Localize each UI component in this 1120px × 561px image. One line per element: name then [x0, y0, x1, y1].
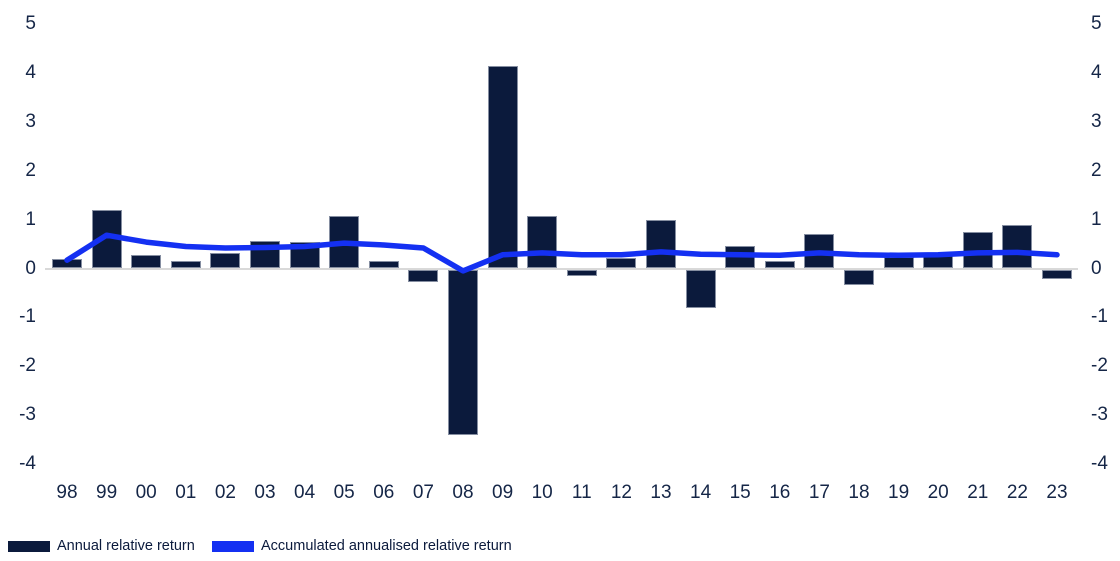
x-tick-19: 19	[888, 482, 910, 503]
bar-20	[923, 254, 954, 268]
legend-swatch-accumulated-icon	[212, 540, 254, 552]
bar-03	[250, 241, 280, 268]
x-tick-21: 21	[967, 482, 989, 503]
x-tick-99: 99	[96, 482, 118, 503]
x-tick-11: 11	[571, 482, 592, 503]
bar-04	[289, 241, 320, 268]
y-tick-right-2: 2	[1091, 159, 1102, 181]
x-tick-03: 03	[254, 482, 276, 503]
legend-label-accumulated: Accumulated annualised relative return	[261, 538, 512, 554]
x-tick-09: 09	[492, 482, 514, 503]
bar-99	[91, 209, 122, 268]
bar-15	[725, 245, 756, 268]
y-tick-right--2: -2	[1091, 355, 1108, 377]
x-tick-12: 12	[610, 482, 632, 503]
bar-19	[883, 256, 914, 268]
y-tick-left-1: 1	[25, 208, 36, 230]
y-tick-right-1: 1	[1091, 208, 1102, 230]
y-tick-right--3: -3	[1091, 404, 1108, 426]
x-tick-00: 00	[135, 482, 157, 503]
x-tick-01: 01	[175, 482, 197, 503]
bar-01	[170, 260, 201, 268]
y-tick-right-3: 3	[1091, 110, 1102, 132]
y-tick-right--4: -4	[1091, 453, 1108, 475]
legend-item-annual-relative-return: Annual relative return	[8, 539, 195, 553]
bar-09	[487, 66, 518, 268]
y-tick-right--1: -1	[1091, 306, 1108, 328]
bar-16	[764, 260, 795, 268]
x-tick-18: 18	[848, 482, 870, 503]
bar-10	[527, 216, 558, 268]
y-tick-left--2: -2	[19, 355, 36, 377]
legend-swatch-annual-icon	[8, 540, 50, 552]
y-tick-left-5: 5	[25, 13, 36, 34]
x-tick-08: 08	[452, 482, 474, 503]
legend-label-annual: Annual relative return	[57, 538, 195, 554]
y-tick-right-5: 5	[1091, 13, 1102, 34]
bar-06	[368, 261, 399, 268]
y-tick-left-2: 2	[25, 159, 36, 181]
x-tick-23: 23	[1046, 482, 1068, 503]
y-tick-left--1: -1	[19, 306, 36, 328]
y-tick-left--3: -3	[19, 404, 36, 426]
bar-17	[804, 233, 835, 268]
x-tick-04: 04	[294, 482, 316, 503]
bar-02	[210, 253, 241, 268]
x-tick-15: 15	[729, 482, 751, 503]
bar-22	[1002, 224, 1033, 268]
bar-98	[52, 259, 82, 268]
x-tick-17: 17	[808, 482, 830, 503]
bar-08	[448, 270, 478, 435]
bar-23	[1042, 270, 1072, 279]
x-tick-02: 02	[214, 482, 236, 503]
bar-05	[329, 216, 360, 268]
bar-13	[646, 219, 676, 268]
bar-18	[844, 270, 874, 285]
bar-21	[962, 231, 993, 268]
x-tick-20: 20	[927, 482, 949, 503]
x-tick-13: 13	[650, 482, 672, 503]
bar-14	[685, 270, 716, 308]
x-tick-98: 98	[56, 482, 78, 503]
x-tick-06: 06	[373, 482, 395, 503]
x-tick-10: 10	[531, 482, 553, 503]
x-tick-16: 16	[769, 482, 791, 503]
y-tick-right-0: 0	[1091, 257, 1102, 279]
x-tick-22: 22	[1006, 482, 1028, 503]
bar-12	[606, 257, 637, 268]
bar-07	[408, 270, 439, 282]
x-tick-14: 14	[690, 482, 712, 503]
y-tick-left-4: 4	[25, 61, 36, 83]
bar-00	[131, 254, 162, 268]
legend-item-accumulated-return: Accumulated annualised relative return	[212, 539, 512, 553]
y-tick-left-0: 0	[25, 257, 36, 279]
y-tick-left--4: -4	[19, 453, 36, 475]
zero-axis-line	[45, 268, 1078, 270]
y-tick-right-4: 4	[1091, 61, 1102, 83]
y-tick-left-3: 3	[25, 110, 36, 132]
bar-11	[566, 270, 597, 277]
x-tick-05: 05	[333, 482, 355, 503]
x-tick-07: 07	[412, 482, 434, 503]
